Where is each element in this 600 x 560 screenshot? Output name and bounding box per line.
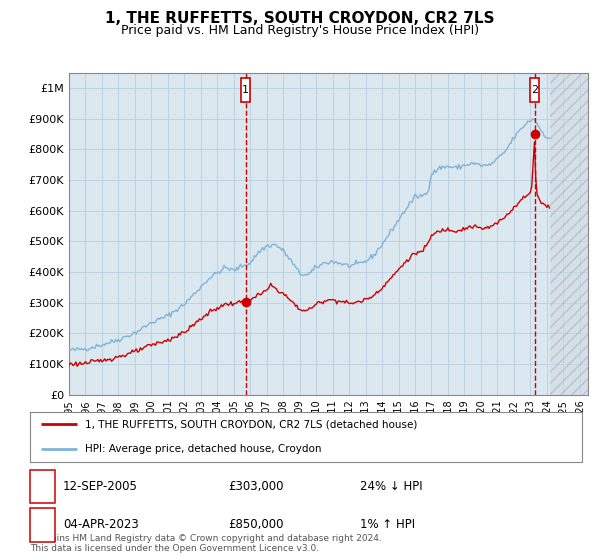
Bar <box>241 78 250 102</box>
Text: £850,000: £850,000 <box>228 518 284 531</box>
Text: Price paid vs. HM Land Registry's House Price Index (HPI): Price paid vs. HM Land Registry's House … <box>121 24 479 36</box>
Bar <box>530 78 539 102</box>
Text: 2: 2 <box>531 85 538 95</box>
Text: £303,000: £303,000 <box>228 480 284 493</box>
Text: 1: 1 <box>242 85 249 95</box>
Text: 04-APR-2023: 04-APR-2023 <box>63 518 139 531</box>
Text: Contains HM Land Registry data © Crown copyright and database right 2024.
This d: Contains HM Land Registry data © Crown c… <box>30 534 382 553</box>
Bar <box>550 73 588 395</box>
Text: HPI: Average price, detached house, Croydon: HPI: Average price, detached house, Croy… <box>85 445 322 454</box>
Text: 24% ↓ HPI: 24% ↓ HPI <box>360 480 422 493</box>
Text: 1: 1 <box>39 480 46 493</box>
Text: 2: 2 <box>39 518 46 531</box>
Text: 12-SEP-2005: 12-SEP-2005 <box>63 480 138 493</box>
Text: 1% ↑ HPI: 1% ↑ HPI <box>360 518 415 531</box>
Text: 1, THE RUFFETTS, SOUTH CROYDON, CR2 7LS (detached house): 1, THE RUFFETTS, SOUTH CROYDON, CR2 7LS … <box>85 419 418 429</box>
Text: 1, THE RUFFETTS, SOUTH CROYDON, CR2 7LS: 1, THE RUFFETTS, SOUTH CROYDON, CR2 7LS <box>105 11 495 26</box>
